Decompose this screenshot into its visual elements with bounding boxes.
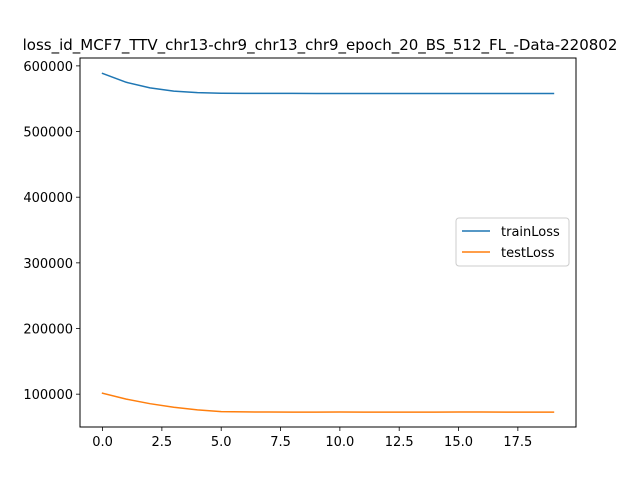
x-tick-label: 7.5 <box>270 435 291 450</box>
legend-box <box>455 217 570 267</box>
axes-frame <box>79 57 577 428</box>
x-tick-label: 15.0 <box>444 435 473 450</box>
y-axis: 100000 200000 300000 400000 500000 600000 <box>23 60 80 403</box>
chart-title: loss_id_MCF7_TTV_chr13-chr9_chr13_chr9_e… <box>23 36 618 55</box>
y-tick-label: 600000 <box>23 60 73 75</box>
legend: trainLoss testLoss <box>455 217 570 267</box>
series-layer <box>101 72 555 413</box>
x-tick-label: 2.5 <box>152 435 173 450</box>
x-axis: 0.0 2.5 5.0 7.5 10.0 12.5 15.0 17.5 <box>92 427 532 450</box>
series-line-testLoss <box>101 392 555 413</box>
plot-area <box>79 57 577 428</box>
y-tick-label: 400000 <box>23 191 73 206</box>
x-tick-label: 5.0 <box>211 435 232 450</box>
y-tick-label: 100000 <box>23 388 73 403</box>
legend-label-testLoss: testLoss <box>501 246 555 261</box>
legend-label-trainLoss: trainLoss <box>501 225 560 240</box>
y-tick-label: 200000 <box>23 323 73 338</box>
y-tick-label: 300000 <box>23 257 73 272</box>
y-tick-label: 500000 <box>23 126 73 141</box>
series-line-trainLoss <box>101 72 555 95</box>
x-tick-label: 10.0 <box>325 435 354 450</box>
x-tick-label: 0.0 <box>92 435 113 450</box>
x-tick-label: 12.5 <box>385 435 414 450</box>
x-tick-label: 17.5 <box>503 435 532 450</box>
